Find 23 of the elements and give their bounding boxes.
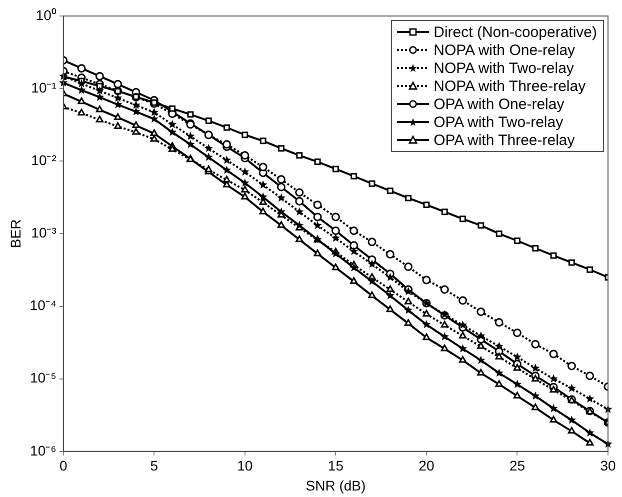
legend-label: OPA with Two-relay [434, 114, 564, 130]
x-tick-label: 10 [237, 458, 253, 474]
y-tick-label: 10⁻⁶ [30, 442, 56, 458]
y-tick-label: 10⁻² [31, 152, 57, 168]
x-tick-label: 20 [418, 458, 434, 474]
x-tick-label: 0 [59, 458, 68, 474]
legend-label: NOPA with One-relay [434, 42, 576, 58]
y-tick-label: 10⁰ [36, 6, 56, 23]
x-tick-label: 30 [600, 458, 616, 474]
y-tick-label: 10⁻⁵ [30, 370, 56, 386]
legend-label: NOPA with Two-relay [434, 60, 574, 76]
legend-label: Direct (Non-cooperative) [434, 24, 597, 40]
legend-label: OPA with Three-relay [434, 132, 575, 148]
x-tick-label: 15 [328, 458, 344, 474]
y-tick-label: 10⁻⁴ [30, 297, 56, 314]
x-axis-title: SNR (dB) [306, 477, 366, 494]
legend-label: OPA with One-relay [434, 96, 564, 112]
legend-label: NOPA with Three-relay [434, 78, 586, 94]
y-tick-label: 10⁻¹ [31, 79, 57, 96]
x-tick-label: 5 [150, 458, 158, 474]
y-tick-label: 10⁻³ [31, 224, 57, 241]
x-tick-label: 25 [509, 458, 526, 474]
y-axis-title: BER [7, 219, 24, 248]
